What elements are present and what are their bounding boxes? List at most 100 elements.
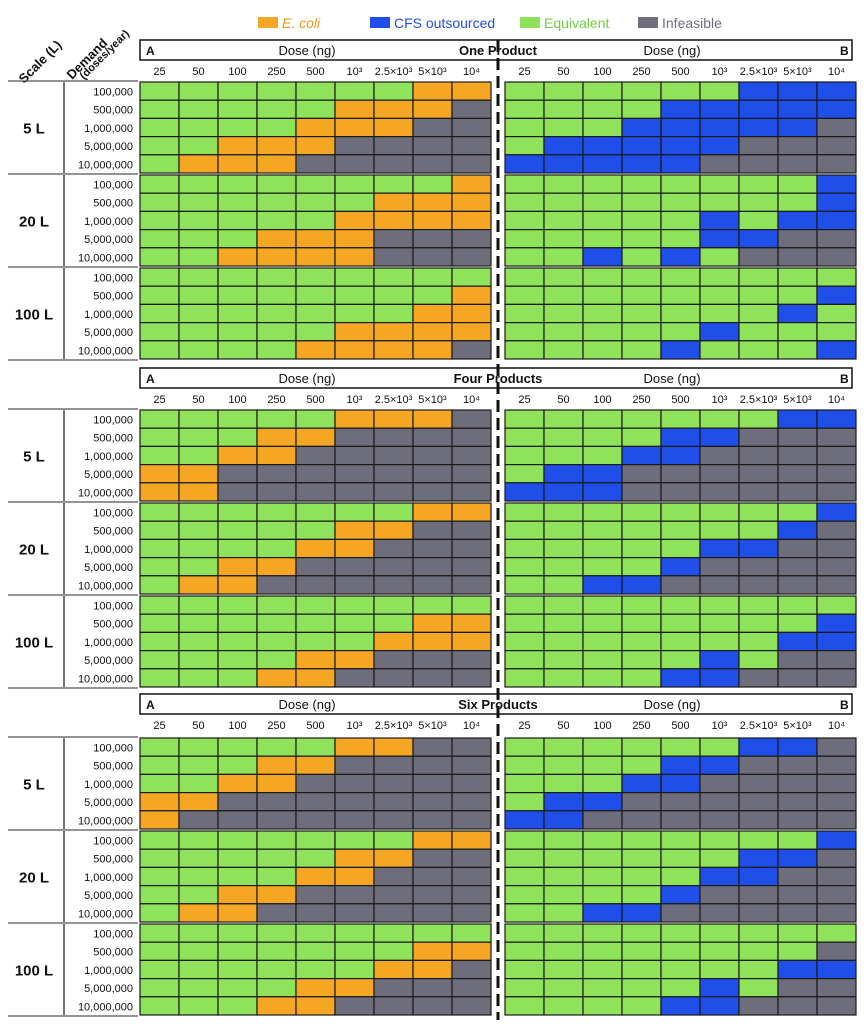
heatmap-cell: [504, 755, 545, 776]
heatmap-cell: [217, 556, 258, 577]
heatmap-cell: [582, 154, 623, 174]
heatmap-cell: [660, 941, 701, 962]
heatmap-cell: [451, 502, 492, 522]
heatmap-cell: [178, 959, 219, 980]
heatmap-cell: [412, 737, 453, 757]
heatmap-cell: [582, 941, 623, 962]
heatmap-cell: [777, 866, 818, 887]
heatmap-cell: [295, 810, 336, 830]
dose-tick-a: 500: [306, 394, 324, 406]
heatmap-cell: [295, 285, 336, 306]
demand-label: 1,000,000: [84, 544, 133, 556]
heatmap-cell: [178, 322, 219, 342]
heatmap-cell: [816, 303, 857, 324]
heatmap-cell: [543, 613, 584, 634]
heatmap-cell: [738, 903, 779, 923]
heatmap-cell: [373, 464, 414, 484]
heatmap-cell: [334, 117, 375, 138]
heatmap-cell: [504, 941, 545, 962]
heatmap-cell: [451, 445, 492, 466]
heatmap-cell: [777, 941, 818, 962]
heatmap-cell: [178, 830, 219, 850]
heatmap-cell: [178, 154, 219, 174]
heatmap-cell: [295, 267, 336, 287]
heatmap-cell: [543, 959, 584, 980]
heatmap-cell: [139, 247, 180, 267]
heatmap-cell: [373, 409, 414, 429]
heatmap-cell: [582, 884, 623, 905]
heatmap-cell: [451, 737, 492, 757]
heatmap-cell: [543, 267, 584, 287]
demand-label: 100,000: [93, 601, 133, 613]
dose-tick-b: 250: [632, 66, 650, 78]
heatmap-cell: [582, 791, 623, 812]
heatmap-cell: [699, 464, 740, 484]
heatmap-cell: [543, 977, 584, 998]
heatmap-cell: [139, 737, 180, 757]
heatmap-cell: [295, 427, 336, 448]
heatmap-cell: [504, 502, 545, 522]
heatmap-cell: [816, 737, 857, 757]
dose-tick-b: 250: [632, 394, 650, 406]
heatmap-cell: [504, 154, 545, 174]
demand-label: 100,000: [93, 508, 133, 520]
heatmap-cell: [412, 595, 453, 615]
heatmap-cell: [504, 884, 545, 905]
demand-label: 100,000: [93, 836, 133, 848]
heatmap-cell: [256, 649, 297, 670]
heatmap-cell: [412, 755, 453, 776]
heatmap-cell: [777, 538, 818, 559]
heatmap-cell: [582, 210, 623, 231]
heatmap-cell: [582, 737, 623, 757]
heatmap-cell: [451, 192, 492, 212]
demand-label: 10,000,000: [78, 252, 133, 264]
section-header-box: [139, 367, 853, 389]
heatmap-cell: [334, 192, 375, 212]
heatmap-cell: [504, 556, 545, 577]
demand-label: 5,000,000: [84, 562, 133, 574]
heatmap-cell: [178, 99, 219, 119]
dose-tick-a: 5×10³: [418, 720, 447, 732]
heatmap-cell: [699, 340, 740, 360]
heatmap-cell: [217, 502, 258, 522]
heatmap-cell: [412, 941, 453, 962]
heatmap-cell: [295, 923, 336, 943]
heatmap-cell: [178, 303, 219, 324]
heatmap-cell: [777, 773, 818, 794]
heatmap-cell: [699, 81, 740, 101]
heatmap-cell: [217, 668, 258, 688]
heatmap-cell: [738, 959, 779, 980]
heatmap-cell: [139, 941, 180, 962]
heatmap-cell: [178, 81, 219, 101]
heatmap-cell: [621, 267, 662, 287]
heatmap-cell: [816, 884, 857, 905]
heatmap-cell: [373, 575, 414, 595]
heatmap-cell: [504, 427, 545, 448]
heatmap-cell: [738, 810, 779, 830]
heatmap-cell: [777, 996, 818, 1016]
heatmap-cell: [621, 229, 662, 249]
heatmap-cell: [256, 136, 297, 156]
heatmap-cell: [699, 192, 740, 212]
heatmap-cell: [660, 538, 701, 559]
heatmap-cell: [256, 959, 297, 980]
heatmap-cell: [777, 830, 818, 850]
heatmap-cell: [699, 773, 740, 794]
heatmap-cell: [373, 556, 414, 577]
heatmap-cell: [738, 923, 779, 943]
heatmap-cell: [217, 267, 258, 287]
heatmap-cell: [217, 117, 258, 138]
heatmap-cell: [256, 81, 297, 101]
heatmap-cell: [139, 923, 180, 943]
dose-tick-a: 2.5×10³: [375, 66, 413, 78]
heatmap-cell: [412, 959, 453, 980]
legend-swatch-E: [258, 17, 278, 28]
heatmap-cell: [334, 136, 375, 156]
heatmap-cell: [816, 247, 857, 267]
heatmap-cell: [334, 445, 375, 466]
heatmap-cell: [621, 117, 662, 138]
heatmap-cell: [777, 959, 818, 980]
heatmap-cell: [504, 303, 545, 324]
heatmap-cell: [738, 884, 779, 905]
scale-label: 100 L: [15, 963, 53, 980]
